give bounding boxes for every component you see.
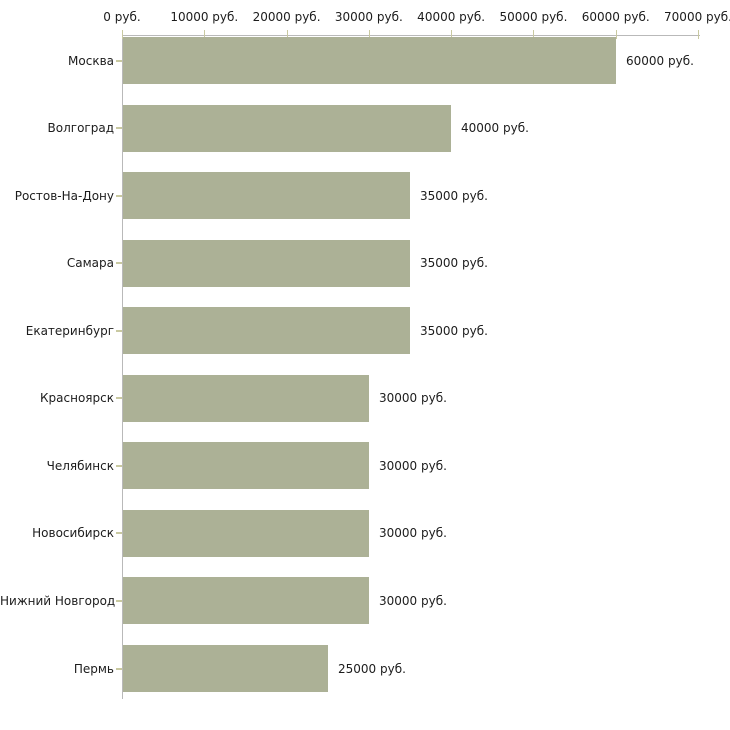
value-label: 30000 руб. [379, 391, 447, 406]
x-axis-tick [204, 30, 206, 39]
x-axis-tick-label: 0 руб. [103, 10, 141, 24]
category-label: Челябинск [46, 458, 114, 473]
category-tick [116, 599, 122, 602]
x-axis-tick-label: 50000 руб. [499, 10, 568, 24]
category-label: Новосибирск [32, 526, 114, 541]
y-axis-line [122, 35, 123, 699]
value-label: 30000 руб. [379, 458, 447, 473]
x-axis-tick-label: 70000 руб. [664, 10, 730, 24]
chart-bar [123, 172, 410, 220]
x-axis-tick-label: 40000 руб. [417, 10, 486, 24]
value-label: 35000 руб. [420, 323, 488, 338]
category-label: Нижний Новгород [0, 593, 116, 608]
category-label: Красноярск [40, 391, 114, 406]
chart-bar [123, 374, 369, 422]
chart-bar [123, 577, 369, 625]
category-tick [116, 262, 122, 265]
x-axis-tick-label: 30000 руб. [334, 10, 403, 24]
category-tick [116, 127, 122, 130]
value-label: 60000 руб. [626, 53, 694, 68]
x-axis-tick [698, 30, 699, 39]
x-axis-tick-label: 60000 руб. [581, 10, 650, 24]
chart-bar [123, 442, 369, 490]
value-label: 25000 руб. [338, 661, 406, 676]
chart-bar [123, 239, 410, 287]
chart-bar [123, 509, 369, 557]
chart-bar [123, 37, 616, 84]
category-label: Москва [68, 53, 114, 68]
x-axis-tick [368, 30, 370, 39]
x-axis-tick-label: 20000 руб. [252, 10, 321, 24]
value-label: 30000 руб. [379, 593, 447, 608]
category-label: Пермь [73, 661, 114, 676]
value-label: 35000 руб. [420, 188, 488, 203]
category-label: Екатеринбург [25, 323, 114, 338]
chart-bar [123, 645, 328, 693]
category-label: Ростов-На-Дону [14, 188, 114, 203]
category-tick [116, 532, 122, 535]
category-label: Волгоград [47, 121, 114, 136]
category-tick [116, 464, 122, 467]
value-label: 35000 руб. [420, 256, 488, 271]
x-axis-tick [451, 30, 453, 39]
category-tick [116, 59, 122, 62]
value-label: 40000 руб. [461, 121, 529, 136]
category-tick [116, 397, 122, 400]
x-axis-tick [122, 30, 123, 39]
x-axis-line [122, 35, 700, 36]
x-axis-tick [286, 30, 288, 39]
category-label: Самара [66, 256, 114, 271]
value-label: 30000 руб. [379, 526, 447, 541]
category-tick [116, 667, 122, 670]
chart-bar [123, 104, 451, 152]
chart-bar [123, 307, 410, 355]
x-axis-tick-label: 10000 руб. [170, 10, 239, 24]
category-tick [116, 329, 122, 332]
category-tick [116, 194, 122, 197]
x-axis-tick [533, 30, 535, 39]
x-axis-tick [615, 30, 617, 39]
